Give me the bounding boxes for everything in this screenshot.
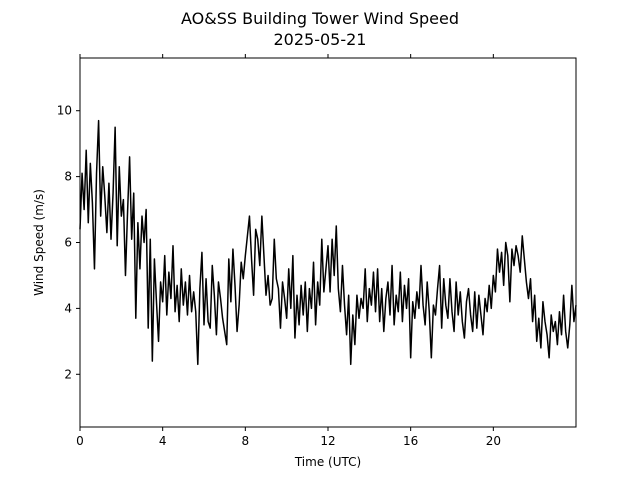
plot-area bbox=[79, 119, 577, 366]
y-tick-label: 4 bbox=[64, 301, 72, 315]
x-tick-label: 8 bbox=[242, 434, 250, 448]
y-axis: 2 4 6 8 10 bbox=[57, 104, 80, 381]
x-axis: 0 4 8 12 16 20 bbox=[76, 54, 501, 448]
x-tick-label: 20 bbox=[486, 434, 501, 448]
y-axis-label: Wind Speed (m/s) bbox=[32, 189, 46, 296]
y-tick-label: 6 bbox=[64, 236, 72, 250]
y-tick-label: 10 bbox=[57, 104, 72, 118]
chart-subtitle: 2025-05-21 bbox=[274, 30, 367, 49]
y-tick-label: 8 bbox=[64, 170, 72, 184]
y-tick-label: 2 bbox=[64, 367, 72, 381]
x-axis-label: Time (UTC) bbox=[294, 455, 361, 469]
x-tick-label: 0 bbox=[76, 434, 84, 448]
chart-title: AO&SS Building Tower Wind Speed bbox=[181, 9, 459, 28]
wind-speed-line bbox=[79, 119, 577, 366]
x-tick-label: 12 bbox=[320, 434, 335, 448]
x-tick-label: 4 bbox=[159, 434, 167, 448]
x-tick-label: 16 bbox=[403, 434, 418, 448]
axes-frame bbox=[79, 57, 577, 428]
